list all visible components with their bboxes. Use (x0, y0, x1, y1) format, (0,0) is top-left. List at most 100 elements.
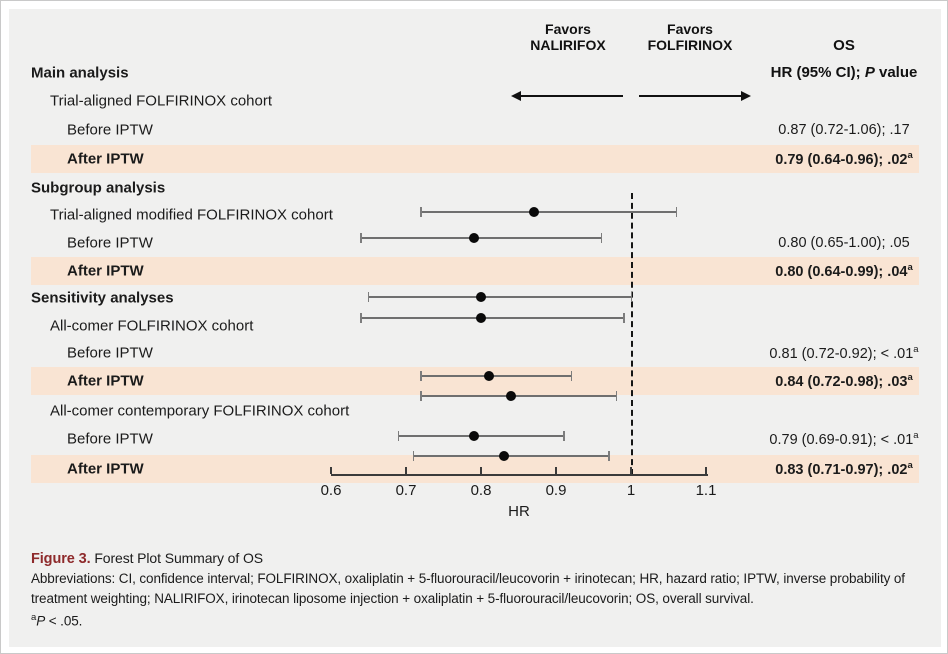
point-estimate (476, 313, 486, 323)
ci-cap-low (360, 313, 362, 323)
row-label: All-comer FOLFIRINOX cohort (50, 317, 254, 335)
row-label: All-comer contemporary FOLFIRINOX cohort (50, 402, 350, 420)
axis-tick (630, 467, 632, 474)
ci-cap-high (563, 431, 565, 441)
outcome-header: OS (833, 37, 855, 54)
point-estimate (506, 391, 516, 401)
caption-abbreviations: Abbreviations: CI, confidence interval; … (31, 571, 905, 606)
row-label: Subgroup analysis (31, 179, 166, 197)
footnote-text: < .05. (45, 613, 83, 629)
favors-right-header: Favors FOLFIRINOX (615, 21, 765, 53)
highlight-band (31, 145, 919, 173)
reference-line-hr1 (631, 193, 633, 475)
stat-header-suffix: value (874, 64, 918, 81)
ci-cap-high (600, 233, 602, 243)
axis-tick (330, 467, 332, 474)
favors-right-line2: FOLFIRINOX (647, 37, 733, 53)
favors-left-line2: NALIRIFOX (530, 37, 606, 53)
favors-right-line1: Favors (667, 21, 713, 37)
axis-tick (705, 467, 707, 474)
row-value: 0.79 (0.64-0.96); .02a (775, 150, 913, 168)
stat-header-prefix: HR (95% CI); (770, 64, 865, 81)
row-label: Sensitivity analyses (31, 289, 174, 307)
row-value: 0.79 (0.69-0.91); < .01a (769, 430, 919, 448)
axis-tick-label: 0.7 (395, 482, 417, 499)
ci-cap-low (367, 292, 369, 302)
ci-cap-low (412, 451, 414, 461)
figure-caption: Figure 3. Forest Plot Summary of OS Abbr… (31, 549, 926, 631)
ci-line (361, 237, 601, 239)
axis-tick (480, 467, 482, 474)
caption-title-line: Figure 3. Forest Plot Summary of OS (31, 549, 926, 569)
favors-right-arrow-line (639, 95, 742, 97)
ci-line (361, 317, 624, 319)
axis-tick-label: 1.1 (695, 482, 717, 499)
stat-column-header: HR (95% CI); P value (694, 64, 947, 81)
row-label: After IPTW (67, 150, 144, 168)
point-estimate (468, 233, 479, 243)
row-value: 0.80 (0.64-0.99); .04a (775, 262, 913, 280)
axis-tick (555, 467, 557, 474)
axis-tick-label: 0.6 (320, 482, 342, 499)
ci-cap-low (397, 431, 399, 441)
axis-tick-label: 0.9 (545, 482, 567, 499)
point-estimate (528, 207, 539, 217)
caption-footnote: aP < .05. (31, 608, 926, 631)
axis-tick (405, 467, 407, 474)
row-label: Trial-aligned modified FOLFIRINOX cohort (50, 206, 333, 224)
ci-line (421, 395, 616, 397)
ci-cap-low (420, 207, 422, 217)
ci-cap-high (570, 371, 572, 381)
highlight-band (31, 367, 919, 395)
ci-cap-low (360, 233, 362, 243)
row-value: 0.80 (0.65-1.00); .05 (778, 235, 910, 251)
row-value: 0.87 (0.72-1.06); .17 (778, 122, 910, 138)
footnote-superscript: a (31, 611, 37, 623)
row-value: 0.83 (0.71-0.97); .02a (775, 460, 913, 478)
row-label: Main analysis (31, 64, 129, 82)
ci-cap-low (420, 371, 422, 381)
ci-cap-high (630, 292, 632, 302)
point-estimate (498, 451, 509, 461)
highlight-band (31, 257, 919, 285)
figure-number-label: Figure 3. (31, 551, 91, 567)
stat-header-p: P (864, 64, 875, 81)
favors-right-arrow-head-icon (741, 91, 751, 101)
ci-cap-low (420, 391, 422, 401)
row-label: Trial-aligned FOLFIRINOX cohort (50, 92, 273, 110)
favors-left-header: Favors NALIRIFOX (493, 21, 643, 53)
point-estimate (483, 371, 494, 381)
ci-line (398, 435, 564, 437)
footnote-p: P (36, 613, 46, 629)
ci-line (421, 375, 571, 377)
favors-left-arrow-line (520, 95, 623, 97)
ci-line (421, 211, 676, 213)
row-label: Before IPTW (67, 430, 153, 448)
ci-line (368, 296, 631, 298)
ci-cap-high (623, 313, 625, 323)
ci-cap-high (615, 391, 617, 401)
figure-panel (9, 9, 941, 647)
highlight-band (31, 455, 919, 483)
figure-title: Forest Plot Summary of OS (90, 550, 263, 566)
axis-tick-label: 0.8 (470, 482, 492, 499)
row-label: Before IPTW (67, 344, 153, 362)
row-label: After IPTW (67, 460, 144, 478)
favors-left-arrow-head-icon (511, 91, 521, 101)
x-axis-title: HR (508, 503, 530, 520)
point-estimate (468, 431, 479, 441)
row-label: After IPTW (67, 262, 144, 280)
axis-tick-label: 1 (626, 482, 636, 499)
x-axis-line (331, 474, 708, 476)
point-estimate (476, 292, 486, 302)
ci-cap-high (675, 207, 677, 217)
favors-left-line1: Favors (545, 21, 591, 37)
ci-line (413, 455, 609, 457)
row-value: 0.84 (0.72-0.98); .03a (775, 372, 913, 390)
row-label: Before IPTW (67, 234, 153, 252)
row-value: 0.81 (0.72-0.92); < .01a (769, 344, 919, 362)
row-label: After IPTW (67, 372, 144, 390)
row-label: Before IPTW (67, 121, 153, 139)
ci-cap-high (608, 451, 610, 461)
